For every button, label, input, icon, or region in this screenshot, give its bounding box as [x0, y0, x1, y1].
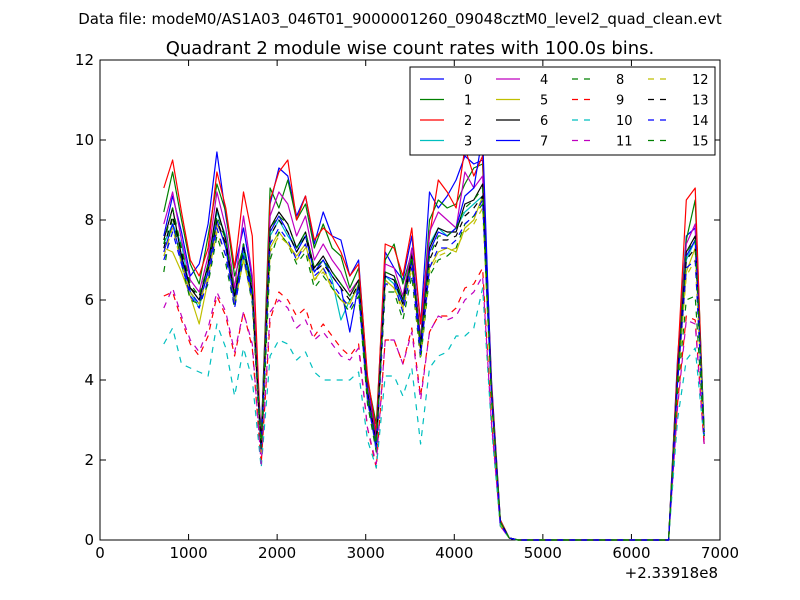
legend-label-9: 9	[616, 94, 624, 109]
legend-label-10: 10	[616, 114, 633, 129]
legend-label-8: 8	[616, 73, 624, 88]
legend-label-3: 3	[464, 135, 472, 150]
series-line-13	[163, 195, 705, 541]
series-line-10	[163, 287, 705, 541]
y-tick-label: 0	[84, 531, 94, 549]
legend-label-1: 1	[464, 94, 472, 109]
x-tick-label: 7000	[701, 544, 739, 562]
y-tick-label: 10	[75, 131, 94, 149]
y-tick-label: 8	[84, 211, 94, 229]
x-offset-label: +2.33918e8	[625, 564, 718, 582]
x-tick-label: 2000	[258, 544, 296, 562]
legend-label-12: 12	[692, 73, 709, 88]
x-tick-label: 6000	[612, 544, 650, 562]
y-tick-label: 12	[75, 51, 94, 69]
series-line-14	[163, 199, 705, 541]
legend-label-7: 7	[540, 135, 548, 150]
legend-label-11: 11	[616, 135, 633, 150]
legend-box	[409, 66, 716, 156]
x-tick-label: 0	[95, 544, 105, 562]
series-line-9	[163, 267, 705, 541]
series-line-11	[163, 275, 705, 541]
y-tick-label: 6	[84, 291, 94, 309]
y-tick-label: 4	[84, 371, 94, 389]
x-tick-label: 3000	[347, 544, 385, 562]
series-group	[163, 135, 705, 541]
legend-label-0: 0	[464, 73, 472, 88]
x-tick-label: 4000	[435, 544, 473, 562]
legend-label-15: 15	[692, 135, 709, 150]
chart-title: Quadrant 2 module wise count rates with …	[166, 38, 655, 59]
legend-label-2: 2	[464, 114, 472, 129]
x-tick-label: 5000	[524, 544, 562, 562]
legend-label-14: 14	[692, 114, 709, 129]
x-tick-label: 1000	[169, 544, 207, 562]
legend-label-5: 5	[540, 94, 548, 109]
y-tick-label: 2	[84, 451, 94, 469]
legend-label-6: 6	[540, 114, 548, 129]
legend-label-4: 4	[540, 73, 548, 88]
legend-label-13: 13	[692, 94, 709, 109]
series-line-15	[163, 187, 705, 541]
chart-suptitle: Data file: modeM0/AS1A03_046T01_90000012…	[78, 10, 722, 29]
